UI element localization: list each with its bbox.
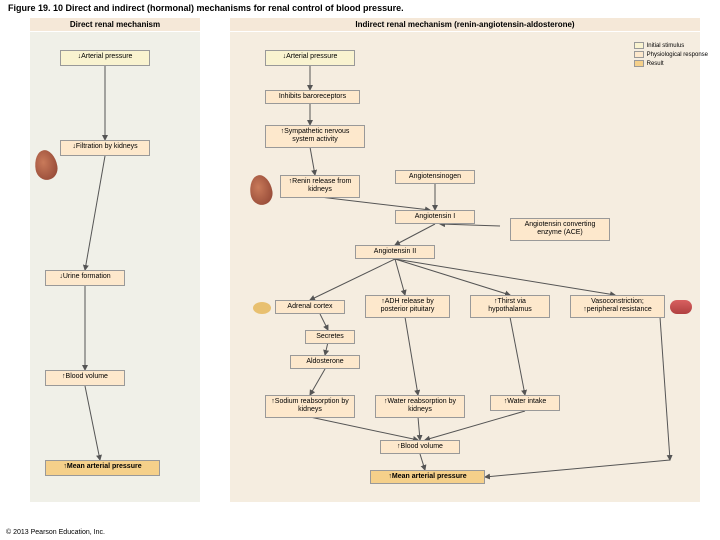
node-i_symp: ↑Sympathetic nervous system activity (265, 125, 365, 148)
node-i_secretes: Secretes (305, 330, 355, 344)
node-d_urine: ↓Urine formation (45, 270, 125, 286)
vessel-icon (670, 300, 692, 314)
figure-title: Figure 19. 10 Direct and indirect (hormo… (0, 0, 720, 16)
node-d_filtration: ↓Filtration by kidneys (60, 140, 150, 156)
node-i_adrenal: Adrenal cortex (275, 300, 345, 314)
node-d_map: ↑Mean arterial pressure (45, 460, 160, 476)
node-i_arterial: ↓Arterial pressure (265, 50, 355, 66)
legend-stim: Initial stimulus (647, 43, 685, 49)
node-i_water_reab: ↑Water reabsorption by kidneys (375, 395, 465, 418)
column-direct (30, 32, 200, 502)
copyright: © 2013 Pearson Education, Inc. (6, 529, 105, 536)
node-i_bloodvol: ↑Blood volume (380, 440, 460, 454)
header-indirect: Indirect renal mechanism (renin-angioten… (230, 18, 700, 31)
legend-res: Result (647, 61, 664, 67)
node-i_map: ↑Mean arterial pressure (370, 470, 485, 484)
header-direct: Direct renal mechanism (30, 18, 200, 31)
legend: Initial stimulus Physiological response … (634, 42, 708, 69)
adrenal-icon (253, 302, 271, 314)
node-i_vaso: Vasoconstriction; ↑peripheral resistance (570, 295, 665, 318)
node-i_ang2: Angiotensin II (355, 245, 435, 259)
node-i_adh: ↑ADH release by posterior pituitary (365, 295, 450, 318)
legend-resp: Physiological response (647, 52, 708, 58)
node-i_water_int: ↑Water intake (490, 395, 560, 411)
node-i_ace: Angiotensin converting enzyme (ACE) (510, 218, 610, 241)
node-i_angiogen: Angiotensinogen (395, 170, 475, 184)
node-i_thirst: ↑Thirst via hypothalamus (470, 295, 550, 318)
node-i_baro: Inhibits baroreceptors (265, 90, 360, 104)
node-d_arterial: ↓Arterial pressure (60, 50, 150, 66)
node-i_aldo: Aldosterone (290, 355, 360, 369)
node-i_renin: ↑Renin release from kidneys (280, 175, 360, 198)
node-i_ang1: Angiotensin I (395, 210, 475, 224)
node-d_bloodvol: ↑Blood volume (45, 370, 125, 386)
node-i_sodium: ↑Sodium reabsorption by kidneys (265, 395, 355, 418)
